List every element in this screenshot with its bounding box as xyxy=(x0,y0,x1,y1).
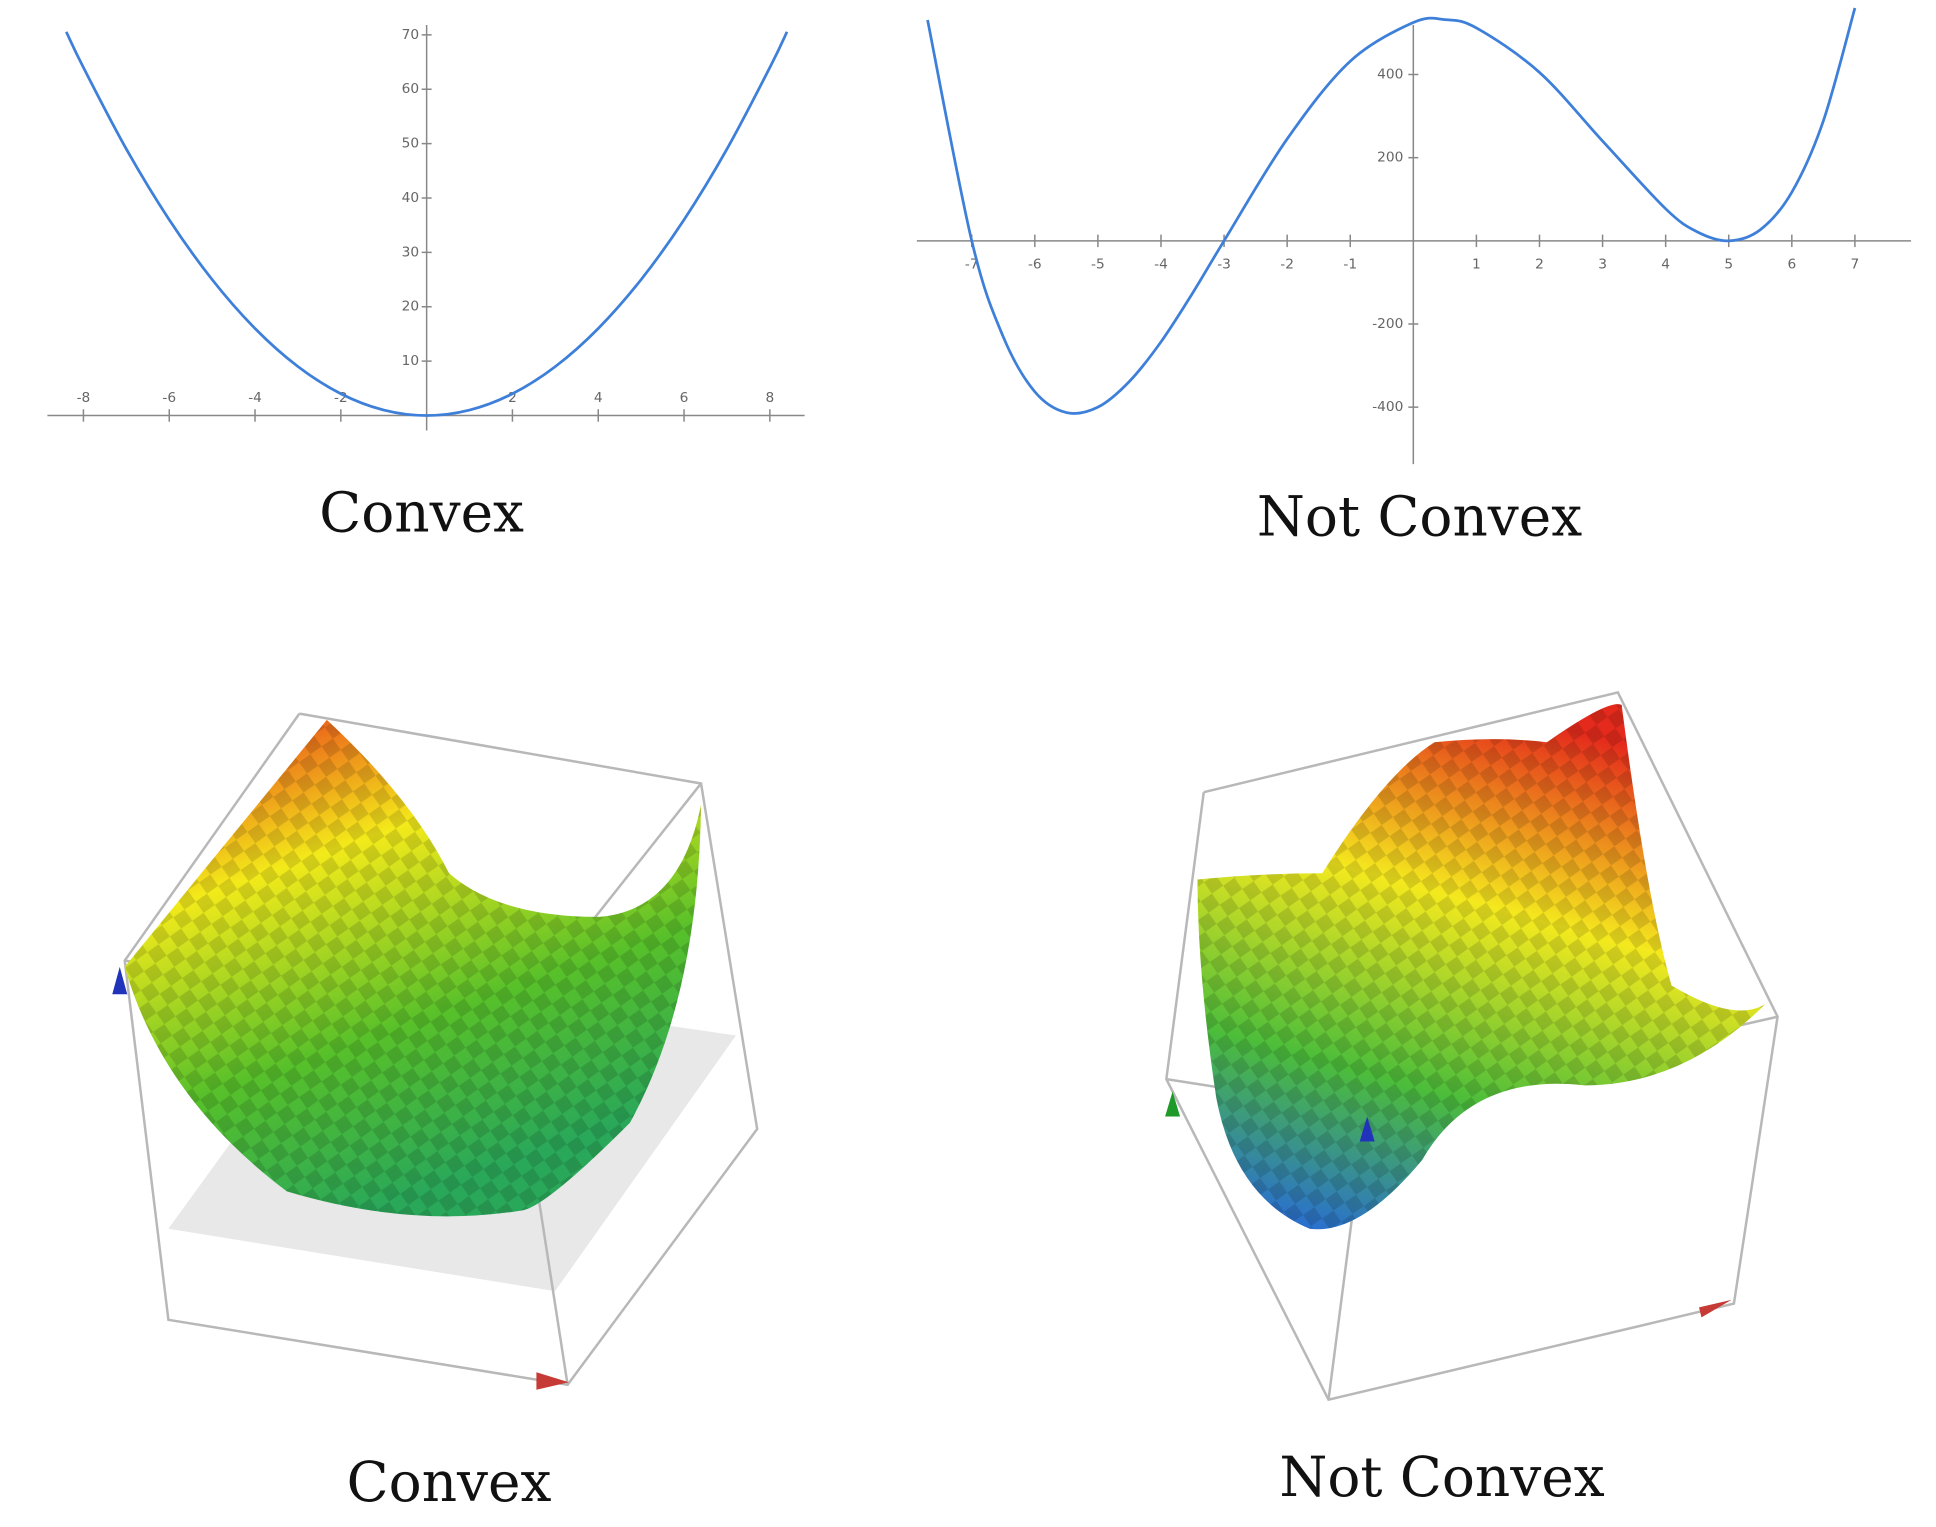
axis-arrow xyxy=(1359,1116,1375,1142)
x-tick-label: 4 xyxy=(1661,257,1670,273)
x-tick-label: -6 xyxy=(1028,257,1042,273)
caption: Convex xyxy=(319,481,524,545)
y-tick-label: -400 xyxy=(1372,399,1403,415)
x-tick-label: 1 xyxy=(1472,257,1481,273)
y-tick-label: 40 xyxy=(402,190,419,206)
curve xyxy=(65,31,789,417)
x-tick-label: 2 xyxy=(508,390,517,406)
y-tick-label: 10 xyxy=(402,353,419,369)
caption: Not Convex xyxy=(1279,1445,1604,1509)
x-tick-label: 2 xyxy=(1535,257,1544,273)
surface-3d xyxy=(1165,690,1779,1402)
x-tick-label: 6 xyxy=(680,390,689,406)
x-tick-label: 5 xyxy=(1724,257,1733,273)
x-tick-label: -3 xyxy=(1217,257,1231,273)
surface-3d xyxy=(112,712,759,1390)
y-tick-label: 30 xyxy=(402,244,419,260)
y-tick-label: 20 xyxy=(402,299,419,315)
x-tick-label: 6 xyxy=(1787,257,1796,273)
axis-arrow xyxy=(1165,1091,1181,1117)
x-tick-label: 8 xyxy=(765,390,774,406)
x-tick-label: -4 xyxy=(248,390,262,406)
x-tick-label: -7 xyxy=(965,257,979,273)
x-tick-label: 4 xyxy=(594,390,603,406)
x-tick-label: -8 xyxy=(77,390,91,406)
y-tick-label: 200 xyxy=(1377,150,1403,166)
axis-arrow xyxy=(112,966,128,995)
caption: Convex xyxy=(347,1450,552,1514)
y-tick-label: 70 xyxy=(402,27,419,43)
x-tick-label: 7 xyxy=(1851,257,1860,273)
y-tick-label: 50 xyxy=(402,136,419,152)
x-tick-label: -6 xyxy=(162,390,176,406)
axis-arrow xyxy=(1698,1299,1732,1318)
axis-arrow xyxy=(536,1372,569,1390)
y-tick-label: -200 xyxy=(1372,316,1403,332)
y-tick-label: 60 xyxy=(402,81,419,97)
caption: Not Convex xyxy=(1257,485,1582,549)
x-tick-label: 3 xyxy=(1598,257,1607,273)
x-tick-label: -1 xyxy=(1343,257,1357,273)
surface-checker xyxy=(1197,704,1766,1230)
curve xyxy=(926,7,1857,415)
x-tick-label: -2 xyxy=(1280,257,1294,273)
x-tick-label: -4 xyxy=(1154,257,1168,273)
surface-checker xyxy=(124,719,702,1217)
x-tick-label: -5 xyxy=(1091,257,1105,273)
y-tick-label: 400 xyxy=(1377,67,1403,83)
